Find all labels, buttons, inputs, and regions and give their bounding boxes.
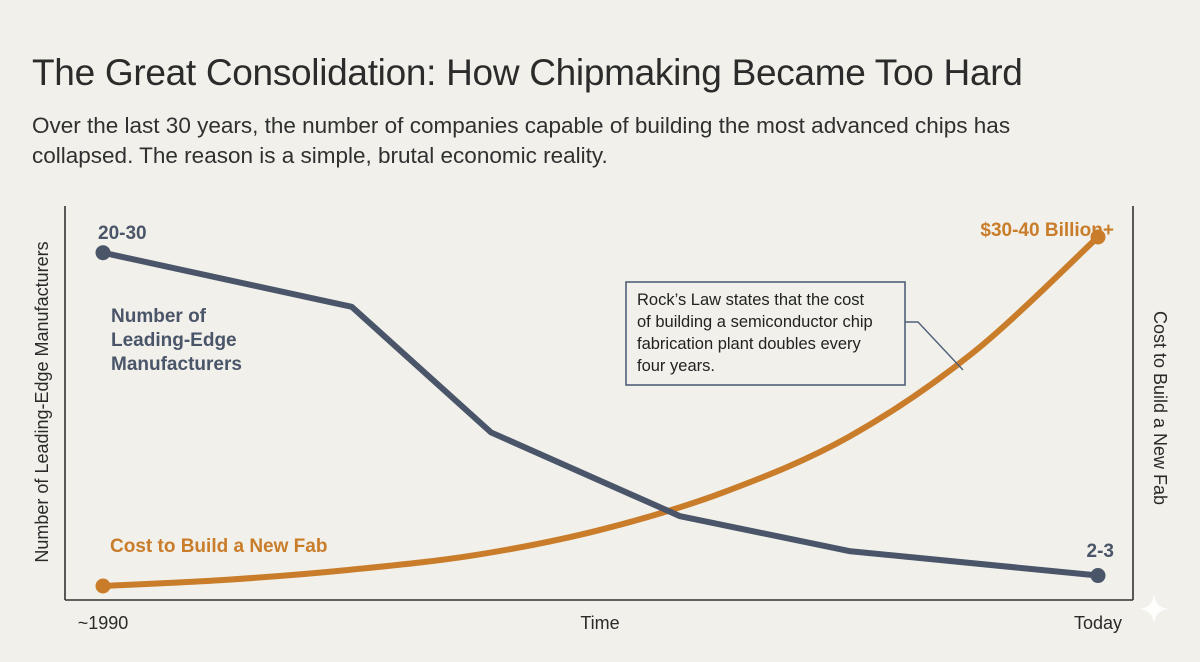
series-label-manufacturers-line-2: Leading-Edge (111, 330, 237, 351)
annotation-line-2: of building a semiconductor chip (637, 313, 873, 331)
left-y-axis-label: Number of Leading-Edge Manufacturers (32, 241, 52, 562)
series-point-manufacturers-start (95, 245, 111, 261)
sparkle-icon (1139, 594, 1169, 624)
annotation-line-4: four years. (637, 357, 715, 375)
series-point-cost-end (1090, 229, 1106, 245)
annotation-box (625, 281, 906, 386)
annotation-leader-line (905, 321, 964, 371)
data-label-manufacturers-end: 2-3 (1087, 541, 1114, 562)
page-title: The Great Consolidation: How Chipmaking … (32, 52, 1023, 93)
series-point-cost-start (95, 578, 111, 594)
data-label-manufacturers-start: 20-30 (98, 223, 147, 244)
annotation-line-1: Rock’s Law states that the cost (637, 291, 865, 309)
page-subtitle: Over the last 30 years, the number of co… (32, 113, 1011, 168)
data-label-cost-end: $30-40 Billion+ (980, 220, 1114, 241)
x-axis-label: Time (580, 613, 619, 633)
series-point-manufacturers-end (1090, 568, 1106, 584)
annotation-text: Rock’s Law states that the cost of build… (637, 291, 877, 375)
annotation-line-3: fabrication plant doubles every (637, 335, 862, 353)
series-line-number-of-manufacturers (100, 249, 1101, 579)
right-y-axis-label: Cost to Build a New Fab (1150, 311, 1170, 505)
series-label-manufacturers-line-3: Manufacturers (111, 354, 242, 375)
series-label-manufacturers: Number of Leading-Edge Manufacturers (111, 306, 242, 375)
series-label-cost: Cost to Build a New Fab (110, 536, 327, 557)
x-tick-label-start: ~1990 (78, 613, 129, 633)
series-label-manufacturers-line-1: Number of (111, 306, 207, 327)
series-line-cost-to-build-a-new-fab (100, 234, 1101, 589)
x-tick-label-end: Today (1074, 613, 1122, 633)
